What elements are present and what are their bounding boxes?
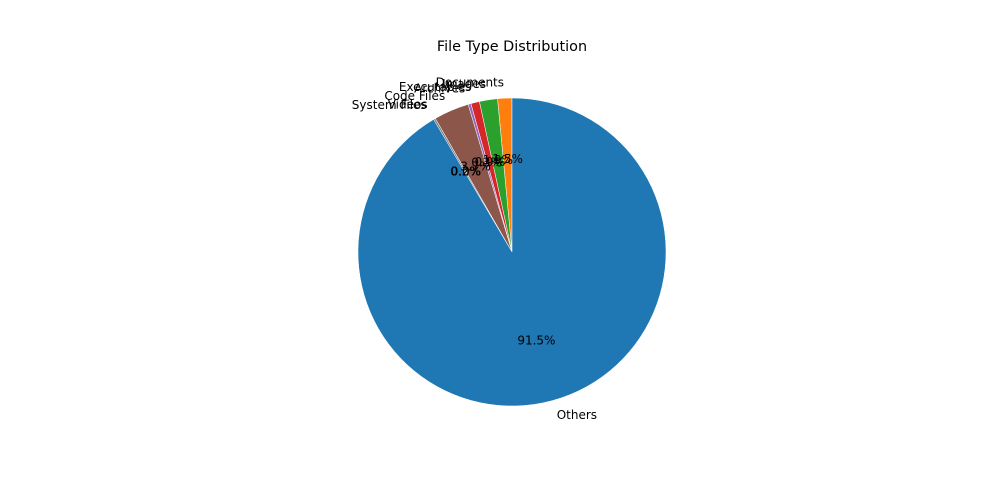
percent-label-videos: 0.0%: [451, 164, 482, 178]
percent-label-archives: 0.3%: [471, 156, 502, 170]
slice-label-system-files: System Files: [352, 98, 427, 112]
percent-label-system-files: 0.2%: [450, 165, 481, 179]
slice-label-code-files: Code Files: [384, 89, 445, 103]
pie-slices: [357, 97, 667, 407]
pie-slice-others: [357, 97, 667, 407]
percent-label-images: 1.9%: [483, 153, 514, 167]
percent-label-others: 91.5%: [517, 334, 555, 348]
chart-title: File Type Distribution: [437, 39, 587, 55]
slice-label-documents: Documents: [436, 75, 504, 89]
percent-label-executables: 0.9%: [475, 155, 506, 169]
slice-label-executables: Executables: [399, 80, 472, 94]
percent-label-documents: 1.5%: [492, 152, 523, 166]
pie-labels: Documents 1.5% Images 1.9% Executables 0.9% Ar…: [352, 75, 597, 422]
slice-label-videos: Videos: [388, 98, 428, 112]
slice-label-archives: Archives: [414, 82, 465, 96]
percent-label-code-files: 3.7%: [460, 160, 491, 174]
slice-label-images: Images: [442, 77, 486, 91]
slice-label-others: Others: [557, 408, 597, 422]
